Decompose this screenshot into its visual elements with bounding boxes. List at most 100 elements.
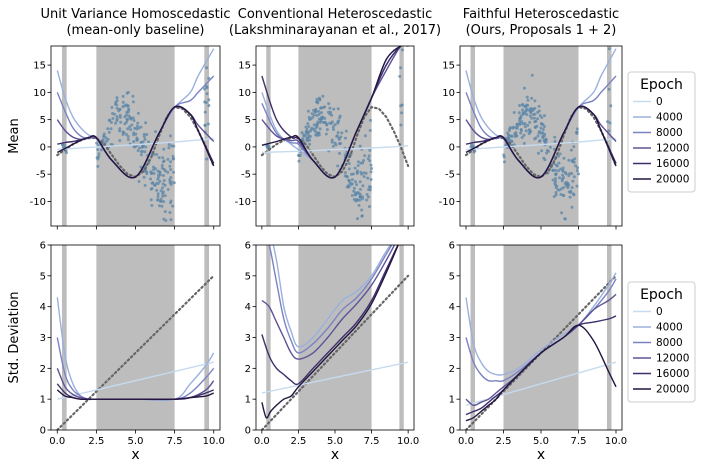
data-point bbox=[109, 120, 113, 124]
data-point bbox=[95, 141, 99, 145]
data-point bbox=[340, 131, 344, 135]
data-point bbox=[525, 95, 529, 99]
data-point bbox=[506, 131, 510, 135]
data-point bbox=[370, 167, 374, 171]
data-point bbox=[354, 191, 358, 195]
data-point bbox=[161, 173, 165, 177]
y-tick-label: 3 bbox=[40, 333, 46, 344]
data-point bbox=[330, 113, 334, 117]
data-point bbox=[368, 118, 372, 122]
plot-area bbox=[464, 245, 618, 430]
data-point bbox=[530, 96, 534, 100]
data-point bbox=[110, 105, 114, 109]
data-point bbox=[528, 128, 532, 132]
y-tick-label: 10 bbox=[442, 88, 455, 99]
data-point bbox=[563, 217, 567, 221]
data-point bbox=[343, 136, 347, 140]
data-point bbox=[365, 198, 369, 202]
chart-panel-5: 0 1 2 3 4 5 6 0.0 2.5 5.0 7.5 10.0 x bbox=[245, 241, 420, 464]
data-point bbox=[96, 164, 100, 168]
data-point bbox=[530, 73, 534, 77]
plot-area bbox=[260, 46, 410, 226]
series-line-epoch-16000 bbox=[261, 245, 399, 386]
data-point bbox=[203, 123, 207, 127]
data-point bbox=[312, 113, 316, 117]
data-point bbox=[533, 120, 537, 124]
data-point bbox=[514, 131, 518, 135]
data-point bbox=[152, 168, 156, 172]
y-tick-label: 0 bbox=[40, 142, 46, 153]
data-point bbox=[369, 163, 373, 167]
data-point bbox=[575, 127, 579, 131]
data-point bbox=[502, 153, 506, 157]
data-point bbox=[334, 143, 338, 147]
data-point bbox=[169, 167, 173, 171]
data-point bbox=[61, 145, 65, 149]
legend-label: 8000 bbox=[656, 337, 683, 349]
data-point bbox=[125, 91, 129, 95]
data-point bbox=[318, 127, 322, 131]
data-point bbox=[327, 102, 331, 106]
data-point bbox=[347, 167, 351, 171]
data-point bbox=[307, 115, 311, 119]
data-point bbox=[332, 127, 336, 131]
data-point bbox=[109, 127, 113, 131]
data-point bbox=[150, 171, 154, 175]
data-point bbox=[318, 97, 322, 101]
data-point bbox=[554, 186, 558, 190]
data-point bbox=[265, 145, 269, 149]
legend-label: 12000 bbox=[656, 353, 689, 365]
data-point bbox=[113, 112, 117, 116]
data-point bbox=[132, 118, 136, 122]
data-point bbox=[320, 115, 324, 119]
series-line-epoch-0 bbox=[465, 138, 617, 151]
data-point bbox=[559, 192, 563, 196]
legend-label: 0 bbox=[656, 306, 663, 318]
data-point bbox=[554, 190, 558, 194]
data-point bbox=[172, 170, 176, 174]
shaded-region bbox=[266, 46, 271, 226]
data-point bbox=[156, 192, 160, 196]
data-point bbox=[560, 179, 564, 183]
panel-title-line: (Ours, Proposals 1 + 2) bbox=[466, 23, 617, 38]
x-tick-label: 0.0 bbox=[254, 436, 270, 447]
shaded-region bbox=[298, 245, 372, 430]
data-point bbox=[552, 195, 556, 199]
data-point bbox=[314, 133, 318, 137]
data-point bbox=[312, 123, 316, 127]
data-point bbox=[310, 127, 314, 131]
data-point bbox=[161, 190, 165, 194]
data-point bbox=[111, 116, 115, 120]
shaded-region bbox=[61, 46, 67, 226]
x-tick-label: 2.5 bbox=[290, 436, 306, 447]
ground-truth-line bbox=[464, 105, 618, 179]
data-point bbox=[118, 129, 122, 133]
y-tick-label: -10 bbox=[235, 197, 251, 208]
data-point bbox=[532, 116, 536, 120]
data-point bbox=[528, 120, 532, 124]
data-point bbox=[544, 138, 548, 142]
data-point bbox=[560, 211, 564, 215]
data-point bbox=[572, 145, 576, 149]
data-point bbox=[128, 125, 132, 129]
data-point bbox=[328, 121, 332, 125]
data-point bbox=[607, 87, 611, 91]
data-point bbox=[205, 86, 209, 90]
data-point bbox=[308, 138, 312, 142]
data-point bbox=[336, 107, 340, 111]
legend-title: Epoch bbox=[640, 77, 683, 93]
data-point bbox=[369, 177, 373, 181]
data-point bbox=[304, 125, 308, 129]
data-point bbox=[552, 147, 556, 151]
data-point bbox=[510, 134, 514, 138]
shaded-region bbox=[266, 245, 271, 430]
data-point bbox=[314, 126, 318, 130]
data-point bbox=[566, 181, 570, 185]
legend-1: Epoch 0 4000 8000 12000 16000 20000 bbox=[627, 71, 696, 193]
data-point bbox=[518, 122, 522, 126]
data-point bbox=[400, 111, 404, 115]
data-point bbox=[567, 174, 571, 178]
data-point bbox=[106, 137, 110, 141]
y-tick-label: 6 bbox=[449, 241, 455, 252]
data-point bbox=[324, 132, 328, 136]
